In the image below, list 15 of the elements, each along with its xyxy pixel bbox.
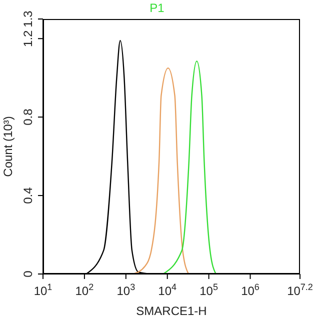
x-axis-title: SMARCE1-H [136, 304, 207, 317]
y-axis-title: Count (10³) [1, 116, 15, 177]
x-tick-label: 10$^{6}$ [241, 282, 260, 298]
y-tick-label: 1.3 [21, 10, 35, 28]
x-tick-label: 10$^{7.2}$ [287, 282, 313, 298]
y-tick-label: 0.8 [21, 108, 35, 126]
x-tick-label: 10$^{2}$ [75, 282, 94, 298]
x-tick-label: 10$^{4}$ [158, 282, 177, 298]
y-tick-label: 1.2 [21, 30, 35, 47]
x-tick-label: 10$^{1}$ [34, 282, 52, 298]
y-tick-label: 0 [21, 270, 35, 278]
x-tick-label: 10$^{5}$ [200, 282, 218, 298]
y-tick-label: 0.4 [21, 186, 35, 204]
x-tick-label: 10$^{3}$ [116, 282, 136, 298]
chart-title: P1 [150, 1, 164, 15]
